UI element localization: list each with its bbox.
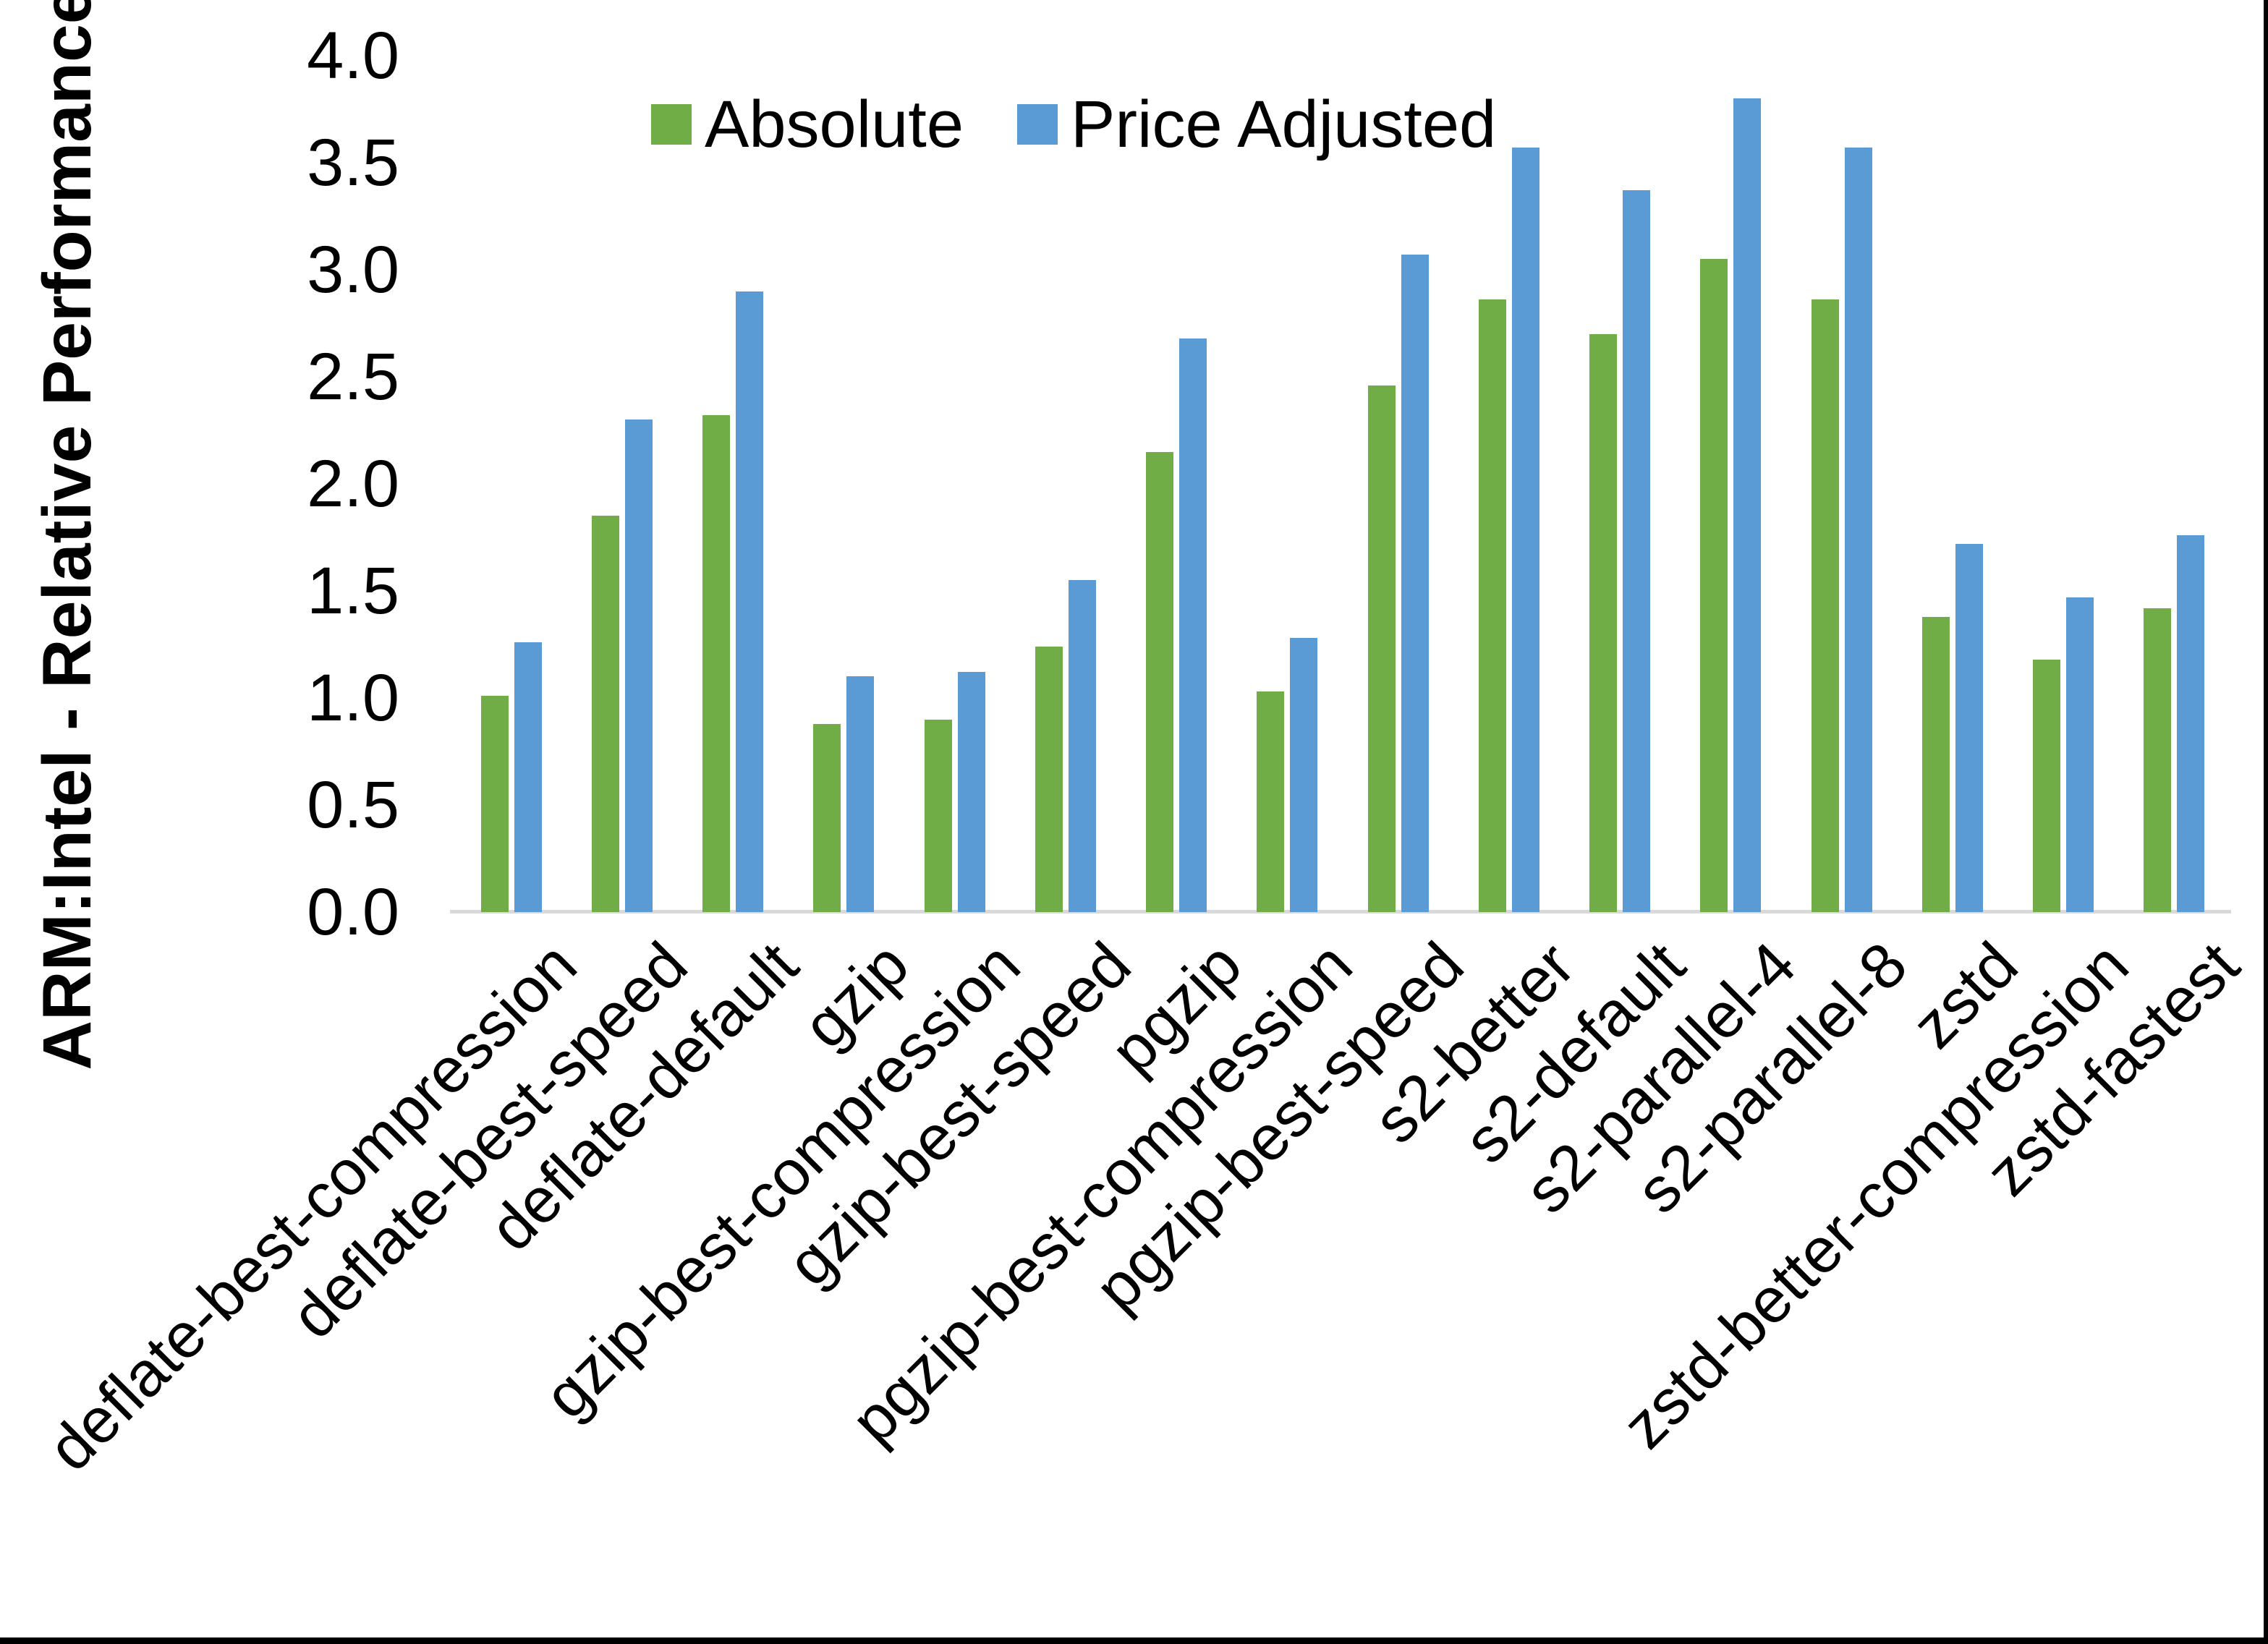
figure-bottom-border: [0, 1637, 2268, 1644]
bar-price-adjusted-pgzip-best-compression: [1290, 638, 1317, 912]
bar-absolute-deflate-best-speed: [592, 516, 619, 912]
y-tick-label: 0.5: [307, 768, 399, 842]
bar-price-adjusted-pgzip-best-speed: [1401, 255, 1429, 912]
bar-absolute-pgzip: [1146, 452, 1173, 912]
y-tick-label: 3.0: [307, 233, 399, 307]
bar-price-adjusted-zstd-better-compression: [2066, 597, 2094, 912]
legend-label: Price Adjusted: [1071, 88, 1497, 161]
y-tick-label: 0.0: [307, 875, 399, 949]
y-tick-label: 2.5: [307, 340, 399, 414]
bar-absolute-deflate-best-compression: [481, 696, 509, 912]
bar-price-adjusted-s2-better: [1512, 148, 1539, 912]
bar-price-adjusted-zstd-fastest: [2177, 535, 2204, 912]
y-tick-label: 4.0: [307, 19, 399, 93]
bar-absolute-s2-parallel-4: [1700, 259, 1728, 912]
bar-price-adjusted-s2-default: [1623, 190, 1650, 912]
bar-price-adjusted-gzip-best-speed: [1069, 580, 1096, 912]
bar-price-adjusted-gzip-best-compression: [958, 672, 985, 912]
bar-absolute-zstd: [1922, 617, 1950, 912]
bar-absolute-s2-default: [1589, 334, 1617, 912]
legend-item-absolute: Absolute: [651, 88, 964, 161]
bar-absolute-s2-parallel-8: [1812, 299, 1839, 912]
bar-absolute-deflate-default: [702, 415, 730, 912]
bar-price-adjusted-gzip: [846, 676, 874, 912]
y-tick-label: 2.0: [307, 447, 399, 521]
bar-absolute-s2-better: [1479, 299, 1506, 912]
bar-price-adjusted-s2-parallel-8: [1845, 148, 1872, 912]
bar-absolute-gzip-best-speed: [1035, 647, 1063, 912]
bar-price-adjusted-deflate-best-speed: [625, 419, 653, 912]
bar-absolute-gzip: [813, 724, 841, 912]
legend-item-price-adjusted: Price Adjusted: [1017, 88, 1496, 161]
y-tick-label: 1.0: [307, 661, 399, 735]
y-tick-label: 1.5: [307, 554, 399, 628]
bar-absolute-zstd-fastest: [2144, 608, 2171, 912]
bar-price-adjusted-zstd: [1955, 544, 1983, 912]
bar-absolute-pgzip-best-speed: [1368, 386, 1396, 912]
legend: Absolute Price Adjusted: [651, 88, 1550, 161]
bar-price-adjusted-pgzip: [1179, 338, 1207, 912]
figure-right-border: [2264, 0, 2268, 1644]
legend-swatch-icon: [1017, 104, 1058, 145]
legend-label: Absolute: [705, 88, 964, 161]
bar-absolute-pgzip-best-compression: [1257, 691, 1284, 912]
x-axis-line: [450, 910, 2231, 913]
legend-swatch-icon: [651, 104, 692, 145]
bar-absolute-zstd-better-compression: [2033, 660, 2060, 912]
bar-absolute-gzip-best-compression: [925, 720, 952, 912]
bar-price-adjusted-deflate-default: [736, 291, 763, 912]
bar-price-adjusted-s2-parallel-4: [1733, 98, 1761, 912]
y-axis-title: ARM:Intel - Relative Performance: [29, 0, 106, 1070]
y-tick-label: 3.5: [307, 126, 399, 200]
bar-price-adjusted-deflate-best-compression: [514, 642, 542, 912]
